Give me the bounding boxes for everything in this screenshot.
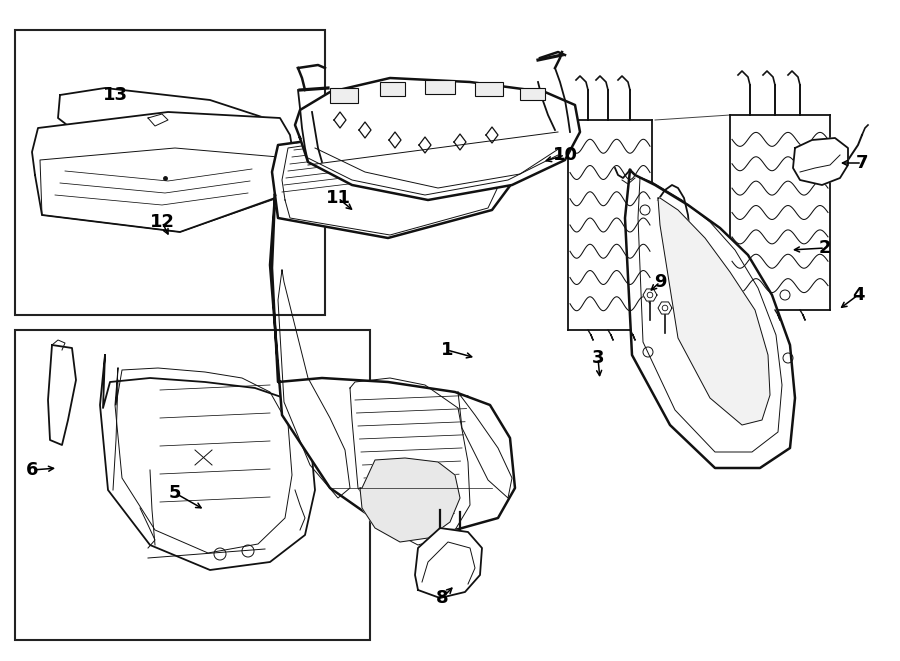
Polygon shape bbox=[415, 528, 482, 598]
Polygon shape bbox=[58, 88, 278, 152]
Bar bbox=[475, 82, 503, 96]
Text: 12: 12 bbox=[149, 213, 175, 231]
Polygon shape bbox=[48, 345, 76, 445]
Bar bbox=[15, 330, 370, 640]
Polygon shape bbox=[643, 289, 657, 301]
Polygon shape bbox=[32, 112, 295, 232]
Text: 6: 6 bbox=[26, 461, 38, 479]
Polygon shape bbox=[625, 170, 795, 468]
Text: 10: 10 bbox=[553, 146, 578, 164]
Text: 11: 11 bbox=[326, 189, 350, 207]
Polygon shape bbox=[793, 138, 848, 185]
Polygon shape bbox=[658, 198, 770, 425]
Polygon shape bbox=[658, 302, 672, 314]
Text: 3: 3 bbox=[592, 349, 604, 367]
Polygon shape bbox=[270, 195, 515, 530]
Text: 2: 2 bbox=[819, 239, 832, 257]
Text: 8: 8 bbox=[436, 589, 448, 607]
Polygon shape bbox=[272, 128, 518, 238]
Bar bbox=[15, 30, 325, 315]
Bar bbox=[425, 80, 455, 94]
Bar bbox=[520, 88, 545, 100]
Bar bbox=[330, 88, 358, 103]
Polygon shape bbox=[360, 458, 460, 542]
Text: 4: 4 bbox=[851, 286, 864, 304]
Bar bbox=[380, 82, 405, 96]
Text: 5: 5 bbox=[169, 484, 181, 502]
Polygon shape bbox=[100, 355, 315, 570]
Text: 7: 7 bbox=[856, 154, 868, 172]
Polygon shape bbox=[295, 78, 580, 200]
Text: 1: 1 bbox=[441, 341, 454, 359]
Text: 13: 13 bbox=[103, 86, 128, 104]
Text: 9: 9 bbox=[653, 273, 666, 291]
